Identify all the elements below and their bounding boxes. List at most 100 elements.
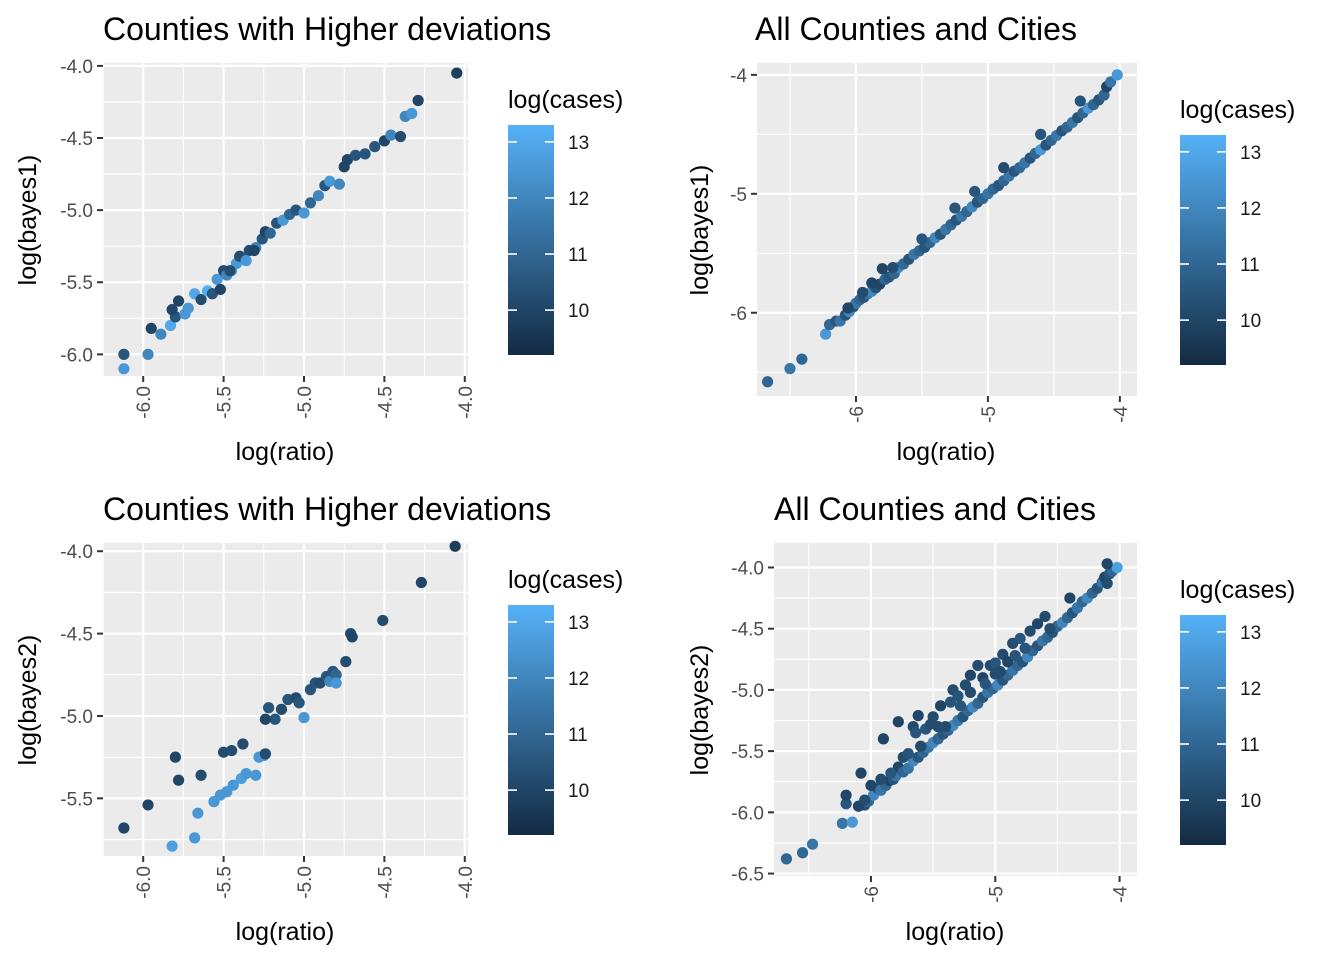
x-tick-label: -6.0 (134, 866, 155, 899)
y-tick-label: -4.5 (731, 620, 764, 641)
data-point (359, 148, 370, 159)
legend-colorbar (1180, 615, 1226, 845)
data-point (324, 176, 335, 187)
y-tick-label: -5.0 (60, 707, 93, 728)
panel-3: Counties with Higher deviations -6.0 -5.5… (14, 491, 623, 946)
legend-label: 10 (1240, 791, 1261, 812)
y-tick-label: -4.0 (731, 558, 764, 579)
data-point (1020, 643, 1031, 654)
x-tick-label: -5 (979, 406, 1000, 423)
y-tick-label: -5.0 (731, 681, 764, 702)
legend-colorbar (508, 125, 554, 355)
legend-label: 10 (568, 301, 589, 322)
data-point (298, 207, 309, 218)
data-point (241, 768, 252, 779)
data-point (865, 780, 876, 791)
legend-label: 11 (568, 725, 588, 746)
legend-label: 11 (568, 245, 588, 266)
y-tick-label: -4 (730, 66, 747, 87)
y-axis-title: log(bayes1) (686, 165, 714, 296)
data-point (334, 179, 345, 190)
y-tick-label: -4.5 (60, 625, 93, 646)
x-tick-label: -5.5 (215, 866, 236, 899)
x-tick-label: -6 (862, 886, 883, 903)
data-point (298, 712, 309, 723)
data-point (173, 775, 184, 786)
legend-colorbar (1180, 135, 1226, 365)
data-point (903, 748, 914, 759)
data-point (260, 714, 271, 725)
data-point (1015, 633, 1026, 644)
data-point (263, 702, 274, 713)
chart-title: All Counties and Cities (774, 491, 1096, 527)
y-axis: -4.0-4.5-5.0-5.5-6.0-6.5 (731, 558, 774, 885)
data-point (195, 770, 206, 781)
x-tick-label: -5.5 (215, 386, 236, 419)
data-point (1044, 623, 1055, 634)
data-point (945, 697, 956, 708)
data-point (935, 700, 946, 711)
legend-label: 10 (568, 781, 589, 802)
y-tick-label: -6.0 (60, 345, 93, 366)
data-point (1112, 69, 1123, 80)
x-tick-label: -5.0 (295, 866, 316, 899)
data-point (1102, 578, 1113, 589)
data-point (998, 162, 1009, 173)
data-point (350, 150, 361, 161)
data-point (885, 768, 896, 779)
data-point (118, 822, 129, 833)
y-axis-title: log(bayes1) (14, 155, 42, 286)
data-point (167, 841, 178, 852)
data-point (331, 677, 342, 688)
data-point (955, 700, 966, 711)
x-tick-label: -5.0 (295, 386, 316, 419)
data-point (932, 721, 943, 732)
x-tick-label: -6 (847, 406, 868, 423)
data-point (167, 304, 178, 315)
x-tick-label: -4.5 (375, 866, 396, 899)
data-point (276, 704, 287, 715)
legend-label: 13 (1240, 623, 1261, 644)
data-point (842, 302, 853, 313)
y-tick-label: -5.5 (60, 273, 93, 294)
data-point (807, 839, 818, 850)
panel-2: All Counties and Cities -6 -5 -4 -4-5-6 lo… (686, 11, 1295, 466)
chart-title: All Counties and Cities (755, 11, 1077, 47)
legend-label: 11 (1240, 255, 1260, 276)
data-point (226, 745, 237, 756)
y-tick-label: -5 (730, 185, 747, 206)
legend: log(cases) 13 12 11 10 (508, 566, 623, 835)
legend-title: log(cases) (508, 566, 623, 594)
legend-title: log(cases) (1180, 576, 1295, 604)
data-point (857, 287, 868, 298)
data-point (878, 733, 889, 744)
data-point (916, 233, 927, 244)
data-point (887, 262, 898, 273)
x-tick-label: -4.0 (456, 386, 477, 419)
data-point (377, 615, 388, 626)
data-point (249, 245, 260, 256)
data-point (450, 541, 461, 552)
legend-label: 10 (1240, 311, 1261, 332)
data-point (347, 631, 358, 642)
data-point (965, 670, 976, 681)
data-point (340, 656, 351, 667)
y-axis: -4.0-4.5-5.0-5.5 (60, 542, 103, 810)
data-point (913, 710, 924, 721)
data-point (241, 255, 252, 266)
legend-label: 12 (568, 189, 589, 210)
data-point (369, 141, 380, 152)
data-point (265, 228, 276, 239)
data-point (183, 303, 194, 314)
data-point (1035, 129, 1046, 140)
y-axis-title: log(bayes2) (686, 645, 714, 776)
data-point (170, 752, 181, 763)
data-point (224, 265, 235, 276)
data-point (192, 808, 203, 819)
x-axis: -6 -5 -4 (847, 396, 1132, 423)
x-tick-label: -6.0 (134, 386, 155, 419)
data-point (837, 818, 848, 829)
data-point (413, 95, 424, 106)
panel-1: Counties with Higher deviations -6.0 -5.5… (14, 11, 623, 466)
data-point (215, 284, 226, 295)
